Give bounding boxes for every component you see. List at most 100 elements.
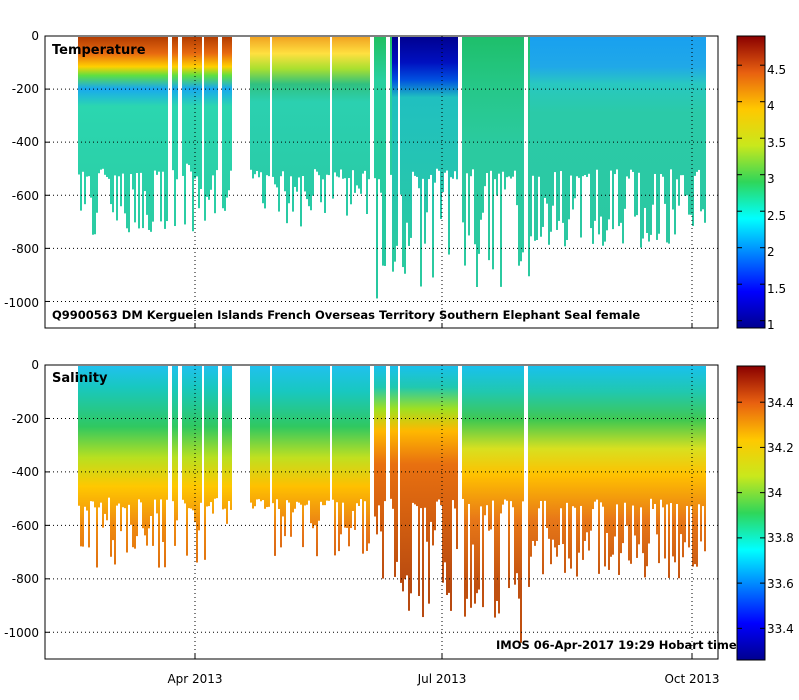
profile-column xyxy=(552,366,554,540)
profile-column xyxy=(512,366,514,508)
profile-column xyxy=(380,37,382,193)
x-axis: Apr 2013 Jul 2013 Oct 2013 xyxy=(167,672,719,686)
profile-column xyxy=(530,366,532,557)
profile-column xyxy=(256,37,258,171)
profile-column xyxy=(382,366,384,579)
profile-column xyxy=(144,366,146,536)
profile-column xyxy=(264,366,266,509)
profile-column xyxy=(362,37,364,174)
profile-column xyxy=(328,37,330,176)
profile-column xyxy=(692,366,694,567)
profile-column xyxy=(376,37,378,299)
profile-column xyxy=(160,37,162,222)
profile-column xyxy=(686,37,688,196)
profile-column xyxy=(656,37,658,240)
profile-column xyxy=(100,37,102,170)
profile-column xyxy=(174,37,176,227)
profile-column xyxy=(538,366,540,509)
profile-column xyxy=(448,366,450,593)
profile-column xyxy=(632,37,634,172)
profile-column xyxy=(280,366,282,548)
profile-column xyxy=(230,366,232,510)
profile-column xyxy=(102,37,104,169)
profile-column xyxy=(542,37,544,227)
profile-column xyxy=(484,366,486,516)
profile-column xyxy=(438,37,440,171)
profile-column xyxy=(108,37,110,179)
profile-column xyxy=(468,37,470,236)
profile-column xyxy=(134,366,136,549)
profile-column xyxy=(456,366,458,550)
profile-column xyxy=(674,366,676,563)
profile-column xyxy=(558,37,560,221)
profile-column xyxy=(572,366,574,507)
profile-column xyxy=(690,37,692,215)
profile-column xyxy=(230,37,232,171)
profile-column xyxy=(520,37,522,262)
profile-column xyxy=(392,37,394,272)
profile-column xyxy=(274,37,276,185)
profile-column xyxy=(152,366,154,546)
profile-column xyxy=(424,37,426,244)
profile-column xyxy=(296,37,298,192)
profile-column xyxy=(474,37,476,245)
profile-column xyxy=(78,366,80,506)
profile-column xyxy=(342,366,344,503)
profile-column xyxy=(302,366,304,548)
profile-column xyxy=(614,37,616,175)
profile-column xyxy=(498,37,500,174)
profile-column xyxy=(314,366,316,526)
temperature-panel-title: Temperature xyxy=(52,43,146,58)
profile-column xyxy=(144,37,146,192)
profile-column xyxy=(278,366,280,510)
profile-column xyxy=(652,37,654,205)
temperature-colorbar-tick-label: 2 xyxy=(767,245,775,259)
profile-column xyxy=(492,37,494,270)
profile-column xyxy=(688,37,690,215)
profile-column xyxy=(310,366,312,524)
profile-column xyxy=(252,366,254,509)
profile-column xyxy=(468,366,470,504)
profile-column xyxy=(554,37,556,173)
profile-column xyxy=(478,366,480,590)
profile-column xyxy=(568,37,570,220)
profile-column xyxy=(676,37,678,180)
profile-column xyxy=(590,37,592,229)
profile-column xyxy=(504,366,506,500)
profile-column xyxy=(96,37,98,213)
temperature-ytick-label: -800 xyxy=(12,242,39,256)
profile-column xyxy=(684,366,686,543)
profile-column xyxy=(316,366,318,557)
profile-column xyxy=(282,37,284,172)
profile-column xyxy=(276,37,278,188)
profile-column xyxy=(472,37,474,170)
profile-column xyxy=(228,366,230,502)
profile-column xyxy=(532,37,534,176)
profile-column xyxy=(612,37,614,230)
profile-column xyxy=(406,366,408,576)
profile-column xyxy=(128,37,130,233)
profile-column xyxy=(588,366,590,551)
profile-column xyxy=(542,366,544,575)
profile-column xyxy=(404,366,406,580)
profile-column xyxy=(446,366,448,596)
profile-column xyxy=(268,366,270,507)
salinity-colorbar-tick-label: 33.4 xyxy=(767,622,794,636)
profile-column xyxy=(362,366,364,554)
profile-column xyxy=(586,366,588,533)
profile-column xyxy=(648,37,650,242)
profile-column xyxy=(664,366,666,559)
profile-column xyxy=(320,37,322,203)
profile-column xyxy=(158,366,160,568)
profile-column xyxy=(696,366,698,567)
profile-column xyxy=(648,366,650,544)
profile-column xyxy=(510,37,512,179)
profile-column xyxy=(594,37,596,221)
profile-column xyxy=(574,366,576,508)
profile-column xyxy=(510,366,512,502)
profile-column xyxy=(424,366,426,508)
profile-column xyxy=(276,366,278,500)
profile-column xyxy=(304,366,306,506)
profile-column xyxy=(562,366,564,545)
profile-column xyxy=(262,37,264,204)
